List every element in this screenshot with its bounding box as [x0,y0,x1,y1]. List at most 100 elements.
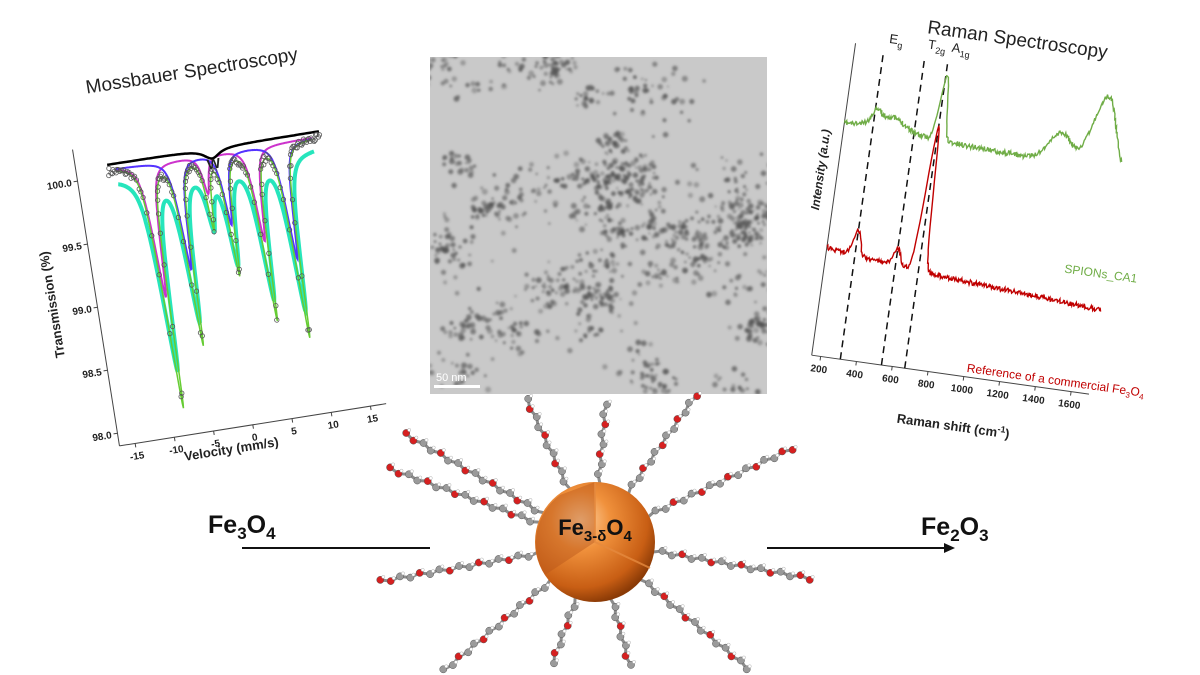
tem-particle [593,212,598,216]
tem-particle [638,183,642,188]
data-point [163,175,169,181]
scale-bar-label: 50 nm [436,372,467,384]
data-point [158,171,164,177]
tem-particle [620,329,623,333]
tem-particle [628,301,634,307]
tem-particle [607,136,613,142]
tem-particle [464,167,469,173]
tem-particle [602,223,607,228]
data-point [216,179,222,185]
hydrogen-atom [530,596,535,600]
data-point [188,244,194,250]
tem-particle [667,389,671,392]
tem-particle [757,269,761,274]
hydrogen-atom [603,459,607,464]
tem-particle [543,303,549,310]
tem-particle [468,165,474,171]
tem-particle [601,296,605,300]
tem-particle [734,335,740,341]
tem-particle [531,286,535,290]
hydrogen-atom [522,510,527,515]
tem-particle [647,261,654,267]
arrow-right-head [944,543,955,553]
tem-particle [641,182,645,186]
doublet-curve [118,149,315,373]
tem-particle [634,93,639,98]
tem-particle [645,373,649,378]
tem-particle [535,296,540,301]
tem-particle [764,270,767,273]
tem-particle [695,229,699,233]
data-point [311,138,317,145]
tem-particle [575,259,579,263]
tem-particle [577,183,583,189]
tem-particle [620,190,624,195]
y-tick [73,180,78,183]
tem-particle [608,204,613,209]
tem-particle [631,358,635,362]
tem-particle [702,259,708,264]
hydrogen-atom [476,468,481,472]
y-axis [72,149,120,446]
hydrogen-atom [493,503,498,507]
tem-particle [731,366,738,372]
tem-particle [408,48,413,53]
tem-particle [540,80,546,87]
tem-particle [593,185,600,192]
tem-particle [474,214,480,220]
tem-particle [502,341,506,345]
tem-particle [634,224,641,231]
tem-particle [580,158,586,165]
tem-particle [684,237,689,241]
tem-particle [695,168,699,171]
hydrogen-atom [505,613,510,617]
hydrogen-atom [456,489,460,494]
data-point [259,181,265,188]
data-point [227,162,234,168]
hydrogen-atom [469,647,474,652]
scale-bar [434,385,480,388]
hydrogen-atom [666,504,671,508]
hydrogen-atom [490,558,495,563]
hydrogen-atom [418,475,423,480]
raman-panel: Raman Spectroscopy 200 400 600 800 1000 1200 1… [808,17,1145,441]
data-point [233,237,239,244]
hydrogen-atom [459,458,464,462]
tem-particle [724,245,730,251]
tem-particle [733,292,738,298]
tem-particle [749,234,754,240]
tem-particle [625,204,630,208]
tem-particle [672,376,676,380]
tem-particle [579,279,585,285]
tem-particle [708,264,711,268]
tem-particle [659,227,665,233]
tem-particle [761,212,767,219]
tem-particle [685,252,689,256]
tem-particle [536,331,542,337]
tem-particle [640,77,644,81]
tem-particle [510,333,515,338]
tem-particle [642,87,649,94]
tem-particle [564,288,570,294]
tem-particle [611,263,615,267]
hydrogen-atom [437,482,441,487]
tem-particle [586,285,592,291]
tem-particle [615,165,619,170]
data-point [157,230,163,236]
hydrogen-atom [703,487,707,491]
tem-particle [510,199,517,206]
tem-particle [715,226,720,232]
tem-particle [610,253,616,259]
tem-particle [453,332,459,337]
tem-particle [760,170,767,177]
tem-particle [645,362,652,368]
tem-particle [700,234,706,239]
data-point [314,131,320,138]
x-tick-label: 1400 [1022,393,1046,407]
tem-particle [640,383,645,388]
tem-particle [511,339,516,345]
tem-particle [628,182,634,188]
x-tick-label: 15 [366,413,379,426]
tem-particle [558,67,562,71]
tem-particle [548,222,551,225]
